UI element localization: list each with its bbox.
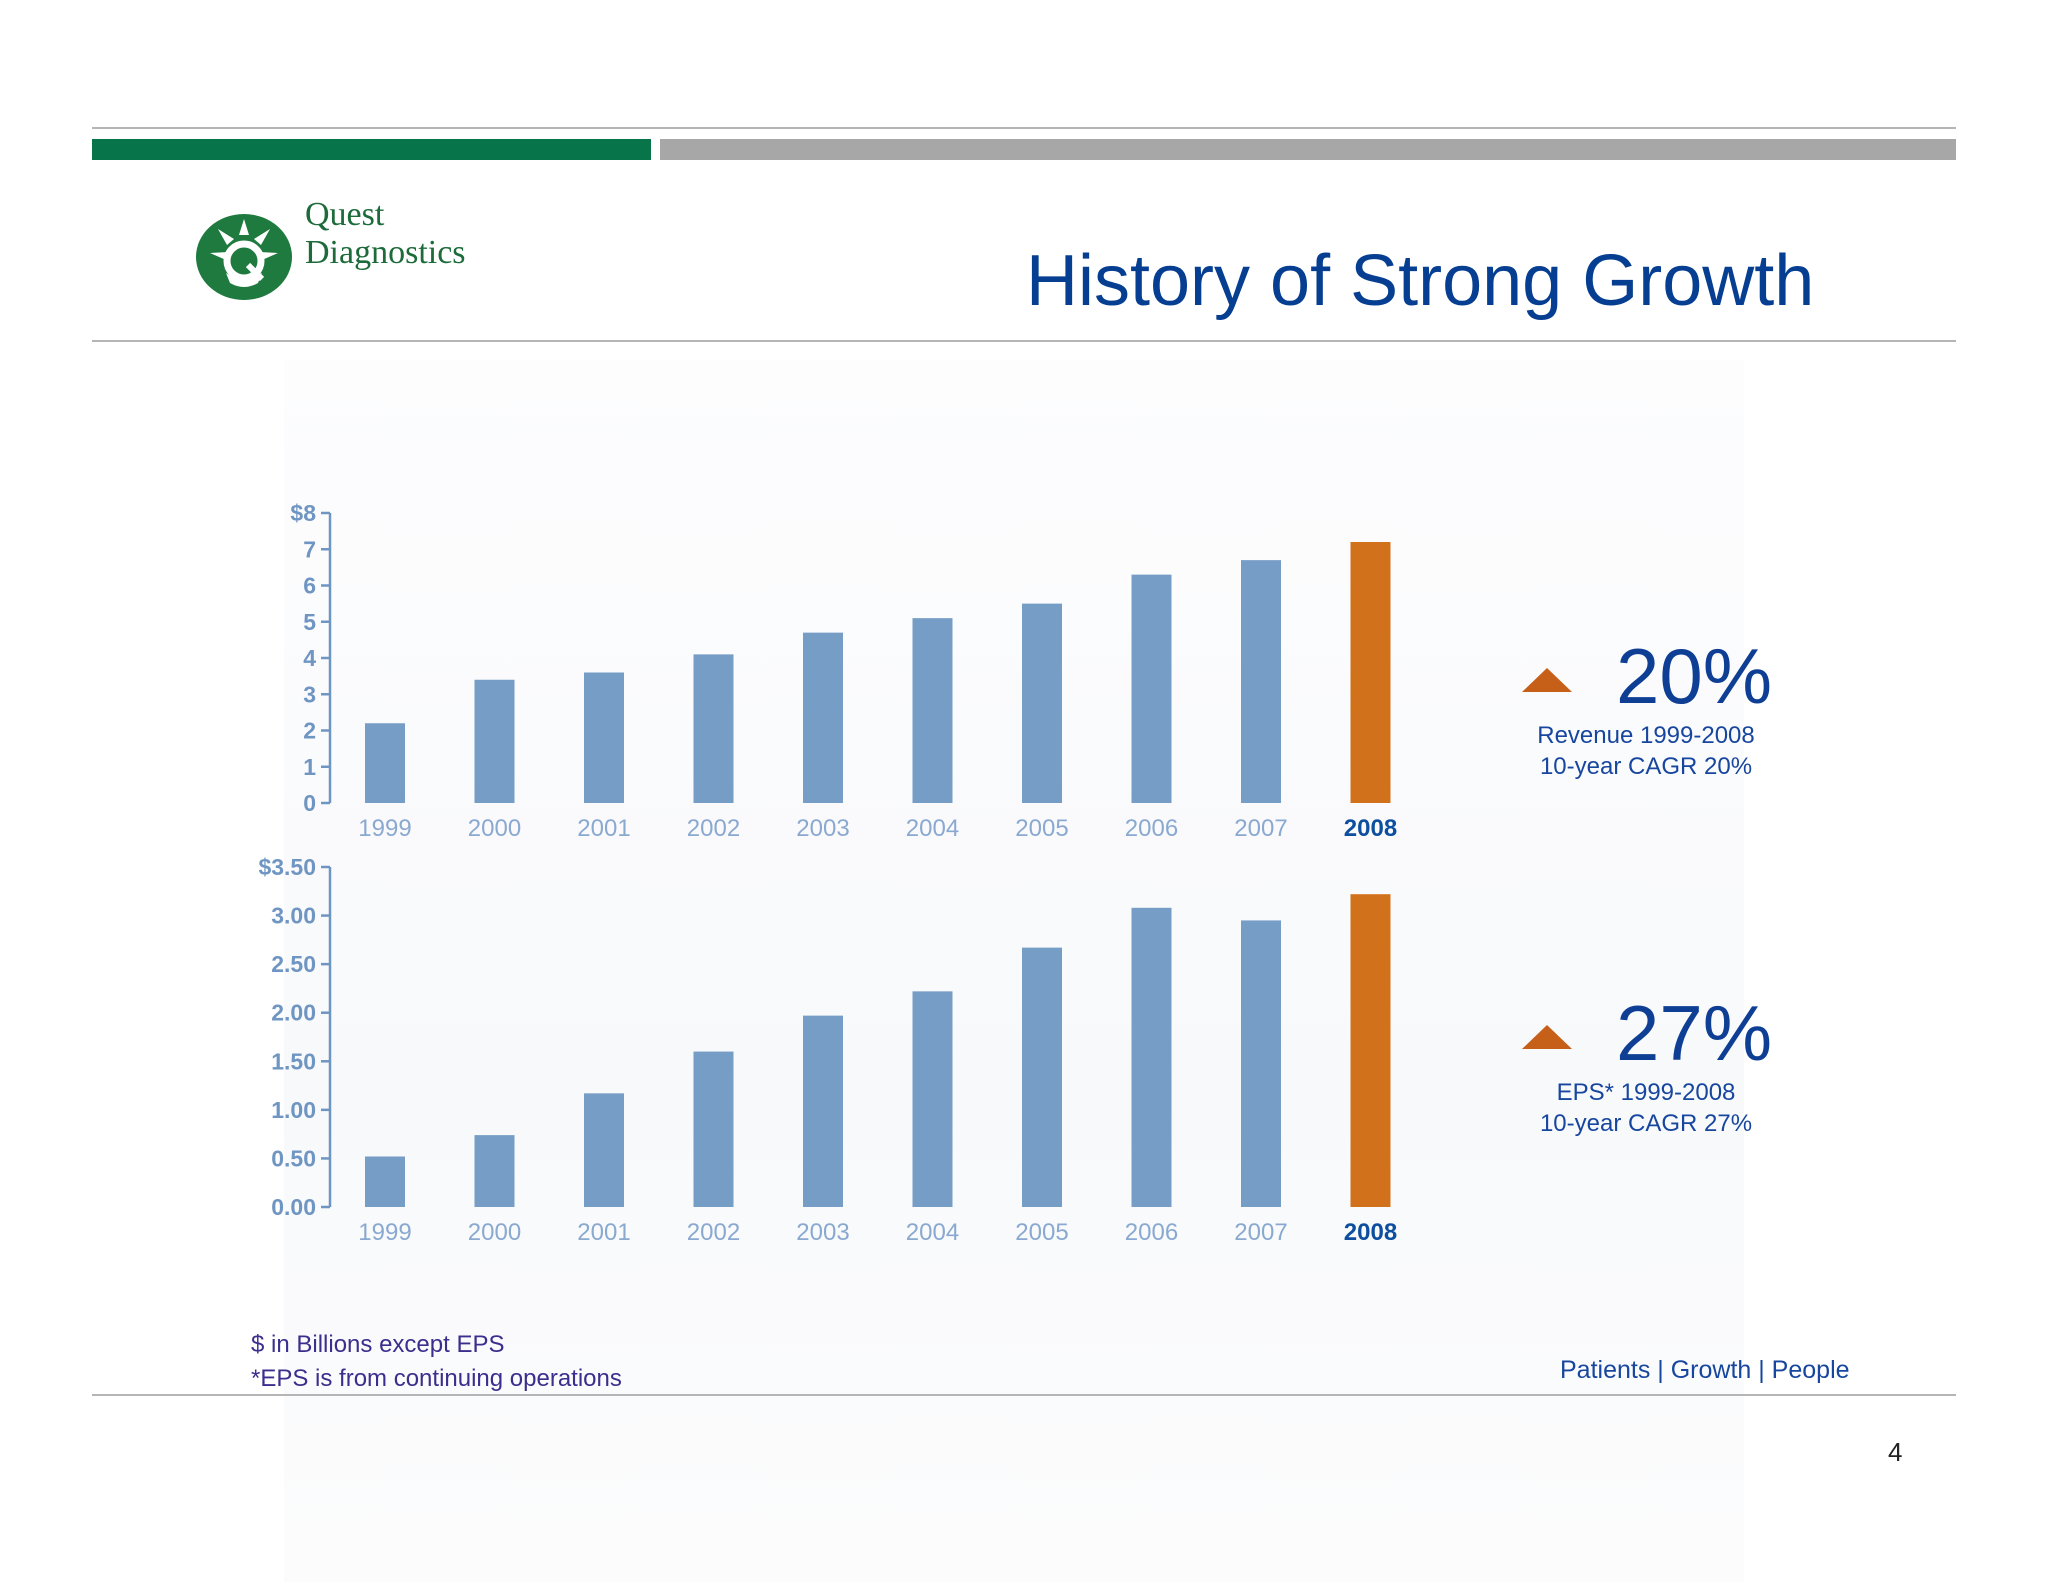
eps-bar-2006 xyxy=(1131,907,1172,1207)
eps-bar-2001 xyxy=(584,1093,624,1207)
revenue-x-label-2004: 2004 xyxy=(906,815,959,842)
revenue-bar-2000 xyxy=(474,679,515,803)
eps-x-label-2006: 2006 xyxy=(1125,1219,1178,1246)
eps-bar-2004 xyxy=(912,991,953,1207)
revenue-x-label-1999: 1999 xyxy=(358,815,411,842)
footnote-units: $ in Billions except EPS xyxy=(251,1331,505,1358)
eps-callout-line1: EPS* 1999-2008 xyxy=(1556,1079,1736,1106)
footnote-eps: *EPS is from continuing operations xyxy=(251,1365,622,1392)
revenue-x-label-2007: 2007 xyxy=(1234,815,1287,842)
eps-y-tick-label: 2.50 xyxy=(271,951,316,977)
footnote: $ in Billions except EPS *EPS is from co… xyxy=(251,1328,622,1396)
eps-x-label-2008: 2008 xyxy=(1344,1219,1397,1246)
revenue-x-label-2008: 2008 xyxy=(1344,815,1397,842)
eps-x-label-2007: 2007 xyxy=(1234,1219,1287,1246)
header-gray-band xyxy=(660,139,1956,160)
revenue-bar-2005 xyxy=(1022,603,1062,803)
bottom-rule xyxy=(92,1394,1956,1396)
revenue-y-tick-label: 1 xyxy=(303,754,316,780)
revenue-bar-2004 xyxy=(912,618,953,803)
growth-charts: 0 1 2 3 4 5 6 7 $8 1999 2000 2001 2002 2003 2004 2005 20… xyxy=(258,500,1397,1246)
eps-bar-2003 xyxy=(803,1015,843,1207)
revenue-x-label-2005: 2005 xyxy=(1015,815,1068,842)
quest-diagnostics-logo xyxy=(196,214,292,300)
eps-bar-2000 xyxy=(474,1135,515,1207)
eps-y-tick-label: 2.00 xyxy=(271,1000,316,1026)
revenue-bar-2006 xyxy=(1131,574,1172,803)
revenue-bar-2003 xyxy=(803,632,843,803)
revenue-x-label-2003: 2003 xyxy=(796,815,849,842)
page-title: History of Strong Growth xyxy=(1026,241,1815,321)
revenue-bar-2008 xyxy=(1350,542,1391,803)
eps-y-tick-label: 0.00 xyxy=(271,1194,316,1220)
eps-bar-1999 xyxy=(365,1156,405,1207)
revenue-chart: 0 1 2 3 4 5 6 7 $8 1999 2000 2001 2002 2003 2004 2005 20… xyxy=(290,500,1397,842)
eps-x-label-2001: 2001 xyxy=(577,1219,630,1246)
eps-x-label-2005: 2005 xyxy=(1015,1219,1068,1246)
eps-x-label-2002: 2002 xyxy=(687,1219,740,1246)
tagline: Patients | Growth | People xyxy=(1560,1356,1850,1384)
eps-chart: 0.00 0.50 1.00 1.50 2.00 2.50 3.00 $3.50 1999 200… xyxy=(258,854,1397,1246)
eps-x-label-1999: 1999 xyxy=(358,1219,411,1246)
page-number: 4 xyxy=(1888,1437,1903,1467)
revenue-y-tick-label: 2 xyxy=(303,718,316,744)
revenue-x-label-2006: 2006 xyxy=(1125,815,1178,842)
revenue-x-label-2002: 2002 xyxy=(687,815,740,842)
revenue-callout-line2: 10-year CAGR 20% xyxy=(1539,753,1753,780)
revenue-y-tick-label: $8 xyxy=(290,500,316,526)
revenue-bar-2001 xyxy=(584,672,624,803)
eps-x-label-2000: 2000 xyxy=(468,1219,521,1246)
top-rule xyxy=(92,127,1956,129)
eps-bar-2008 xyxy=(1350,894,1391,1207)
header-green-band xyxy=(92,139,651,160)
eps-y-tick-label: 1.50 xyxy=(271,1048,316,1074)
eps-x-label-2004: 2004 xyxy=(906,1219,959,1246)
revenue-bar-1999 xyxy=(365,723,405,803)
revenue-x-label-2000: 2000 xyxy=(468,815,521,842)
eps-bar-2002 xyxy=(693,1051,734,1207)
eps-callout-line2: 10-year CAGR 27% xyxy=(1539,1110,1753,1137)
eps-callout: 27% EPS* 1999-2008 10-year CAGR 27% xyxy=(1496,993,1816,1143)
revenue-x-label-2001: 2001 xyxy=(577,815,630,842)
up-triangle-icon xyxy=(1522,1025,1572,1049)
logo-line-1: Quest xyxy=(305,196,385,233)
eps-y-tick-label: $3.50 xyxy=(258,854,316,880)
revenue-callout-line1: Revenue 1999-2008 xyxy=(1537,722,1755,749)
eps-y-tick-label: 3.00 xyxy=(271,903,316,929)
revenue-y-tick-label: 7 xyxy=(303,536,316,562)
logo-line-2: Diagnostics xyxy=(305,234,466,271)
revenue-y-tick-label: 3 xyxy=(303,681,316,707)
up-triangle-icon xyxy=(1522,668,1572,692)
chart-background xyxy=(284,360,1744,1582)
revenue-cagr-value: 20% xyxy=(1616,632,1773,720)
revenue-y-tick-label: 5 xyxy=(303,609,316,635)
revenue-bar-2002 xyxy=(693,654,734,803)
eps-x-label-2003: 2003 xyxy=(796,1219,849,1246)
logo-wordmark: Quest Diagnostics xyxy=(305,196,466,272)
revenue-callout: 20% Revenue 1999-2008 10-year CAGR 20% xyxy=(1496,636,1816,786)
eps-y-tick-label: 0.50 xyxy=(271,1145,316,1171)
title-rule xyxy=(92,340,1956,342)
revenue-y-tick-label: 6 xyxy=(303,573,316,599)
eps-cagr-value: 27% xyxy=(1616,989,1773,1077)
revenue-bar-2007 xyxy=(1241,560,1281,803)
eps-y-tick-label: 1.00 xyxy=(271,1097,316,1123)
eps-bar-2005 xyxy=(1022,947,1062,1207)
revenue-y-tick-label: 0 xyxy=(303,790,316,816)
revenue-y-tick-label: 4 xyxy=(303,645,316,671)
eps-bar-2007 xyxy=(1241,920,1281,1207)
